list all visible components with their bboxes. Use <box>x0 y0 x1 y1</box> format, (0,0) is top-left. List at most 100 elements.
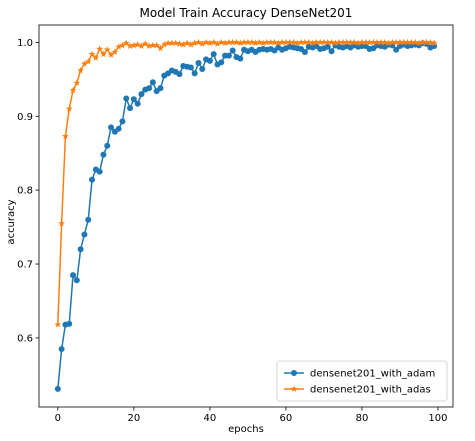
legend-marker <box>290 385 298 392</box>
data-point <box>271 38 278 46</box>
data-point <box>119 41 126 49</box>
data-point <box>122 39 130 47</box>
data-point <box>423 38 430 46</box>
data-point <box>107 51 115 58</box>
data-point <box>305 38 313 46</box>
data-point <box>157 85 164 92</box>
data-point <box>331 39 339 47</box>
data-point <box>115 43 123 50</box>
data-point <box>84 57 92 65</box>
data-point <box>123 95 130 102</box>
y-tick-label: 0.7 <box>17 260 33 271</box>
data-point <box>274 39 282 47</box>
data-point <box>134 40 142 48</box>
y-tick-label: 0.6 <box>17 333 33 344</box>
data-point <box>111 48 119 55</box>
data-point <box>259 39 267 47</box>
data-point <box>141 40 149 47</box>
data-point <box>385 39 392 47</box>
data-point <box>160 40 168 48</box>
x-tick-label: 20 <box>127 413 140 424</box>
data-point <box>210 38 218 46</box>
data-point <box>195 60 202 67</box>
data-point <box>225 38 233 46</box>
data-point <box>119 118 126 125</box>
data-point <box>350 38 358 46</box>
data-point <box>164 39 172 47</box>
data-point <box>103 46 111 53</box>
series-line-densenet201_with_adam <box>57 42 435 389</box>
data-point <box>282 38 290 46</box>
series-line-densenet201_with_adas <box>57 41 435 325</box>
data-point <box>393 46 400 53</box>
data-point <box>138 42 145 49</box>
plot-frame <box>38 24 454 408</box>
data-point <box>381 38 389 46</box>
data-point <box>168 39 176 47</box>
y-tick-label: 1.0 <box>17 38 33 49</box>
data-point <box>85 216 92 223</box>
legend-marker <box>291 370 297 376</box>
data-point <box>69 86 77 94</box>
data-point <box>130 41 138 49</box>
data-point <box>81 60 88 67</box>
y-tick-label: 0.9 <box>17 112 33 123</box>
data-point <box>65 105 73 112</box>
data-point <box>278 38 286 46</box>
data-point <box>347 38 354 46</box>
data-point <box>153 41 161 49</box>
data-point <box>96 45 104 52</box>
data-point <box>339 38 347 46</box>
data-point <box>225 52 232 59</box>
data-point <box>198 40 206 47</box>
data-point <box>100 151 107 158</box>
data-point <box>286 38 294 46</box>
data-point <box>183 39 191 47</box>
data-point <box>126 42 134 49</box>
data-point <box>301 48 308 55</box>
data-point <box>255 38 263 46</box>
data-point <box>237 55 244 62</box>
data-point <box>70 272 77 279</box>
data-point <box>100 50 107 58</box>
legend-box <box>276 360 448 402</box>
data-point <box>248 38 256 46</box>
series-layer <box>54 38 438 392</box>
data-point <box>297 38 305 46</box>
data-point <box>252 39 259 47</box>
data-point <box>229 38 237 46</box>
data-point <box>312 38 320 46</box>
data-point <box>267 38 275 46</box>
legend-entry: densenet201_with_adas <box>284 385 431 396</box>
x-axis-title: epochs <box>228 424 264 435</box>
data-point <box>127 105 134 112</box>
data-point <box>290 38 297 46</box>
data-point <box>172 39 180 47</box>
data-point <box>404 38 411 46</box>
legend: densenet201_with_adam densenet201_with_ad… <box>276 360 448 402</box>
data-point <box>202 38 210 46</box>
data-point <box>354 39 362 47</box>
data-point <box>236 39 244 47</box>
data-point <box>66 320 73 327</box>
data-point <box>73 79 81 86</box>
data-point <box>430 39 438 47</box>
data-point <box>411 38 419 46</box>
x-tick-label: 100 <box>428 413 447 424</box>
data-point <box>229 47 236 54</box>
series-densenet201_with_adam <box>54 40 438 392</box>
x-tick-label: 40 <box>204 413 217 424</box>
data-point <box>206 39 214 47</box>
legend-label: densenet201_with_adas <box>310 385 431 396</box>
data-point <box>104 142 111 149</box>
data-point <box>407 38 415 46</box>
data-point <box>58 219 66 227</box>
data-point <box>362 38 370 46</box>
data-point <box>309 39 316 47</box>
data-point <box>328 38 335 46</box>
data-point <box>54 321 62 328</box>
data-point <box>426 38 434 46</box>
data-point <box>335 38 343 46</box>
data-point <box>396 38 404 46</box>
data-point <box>400 38 408 46</box>
